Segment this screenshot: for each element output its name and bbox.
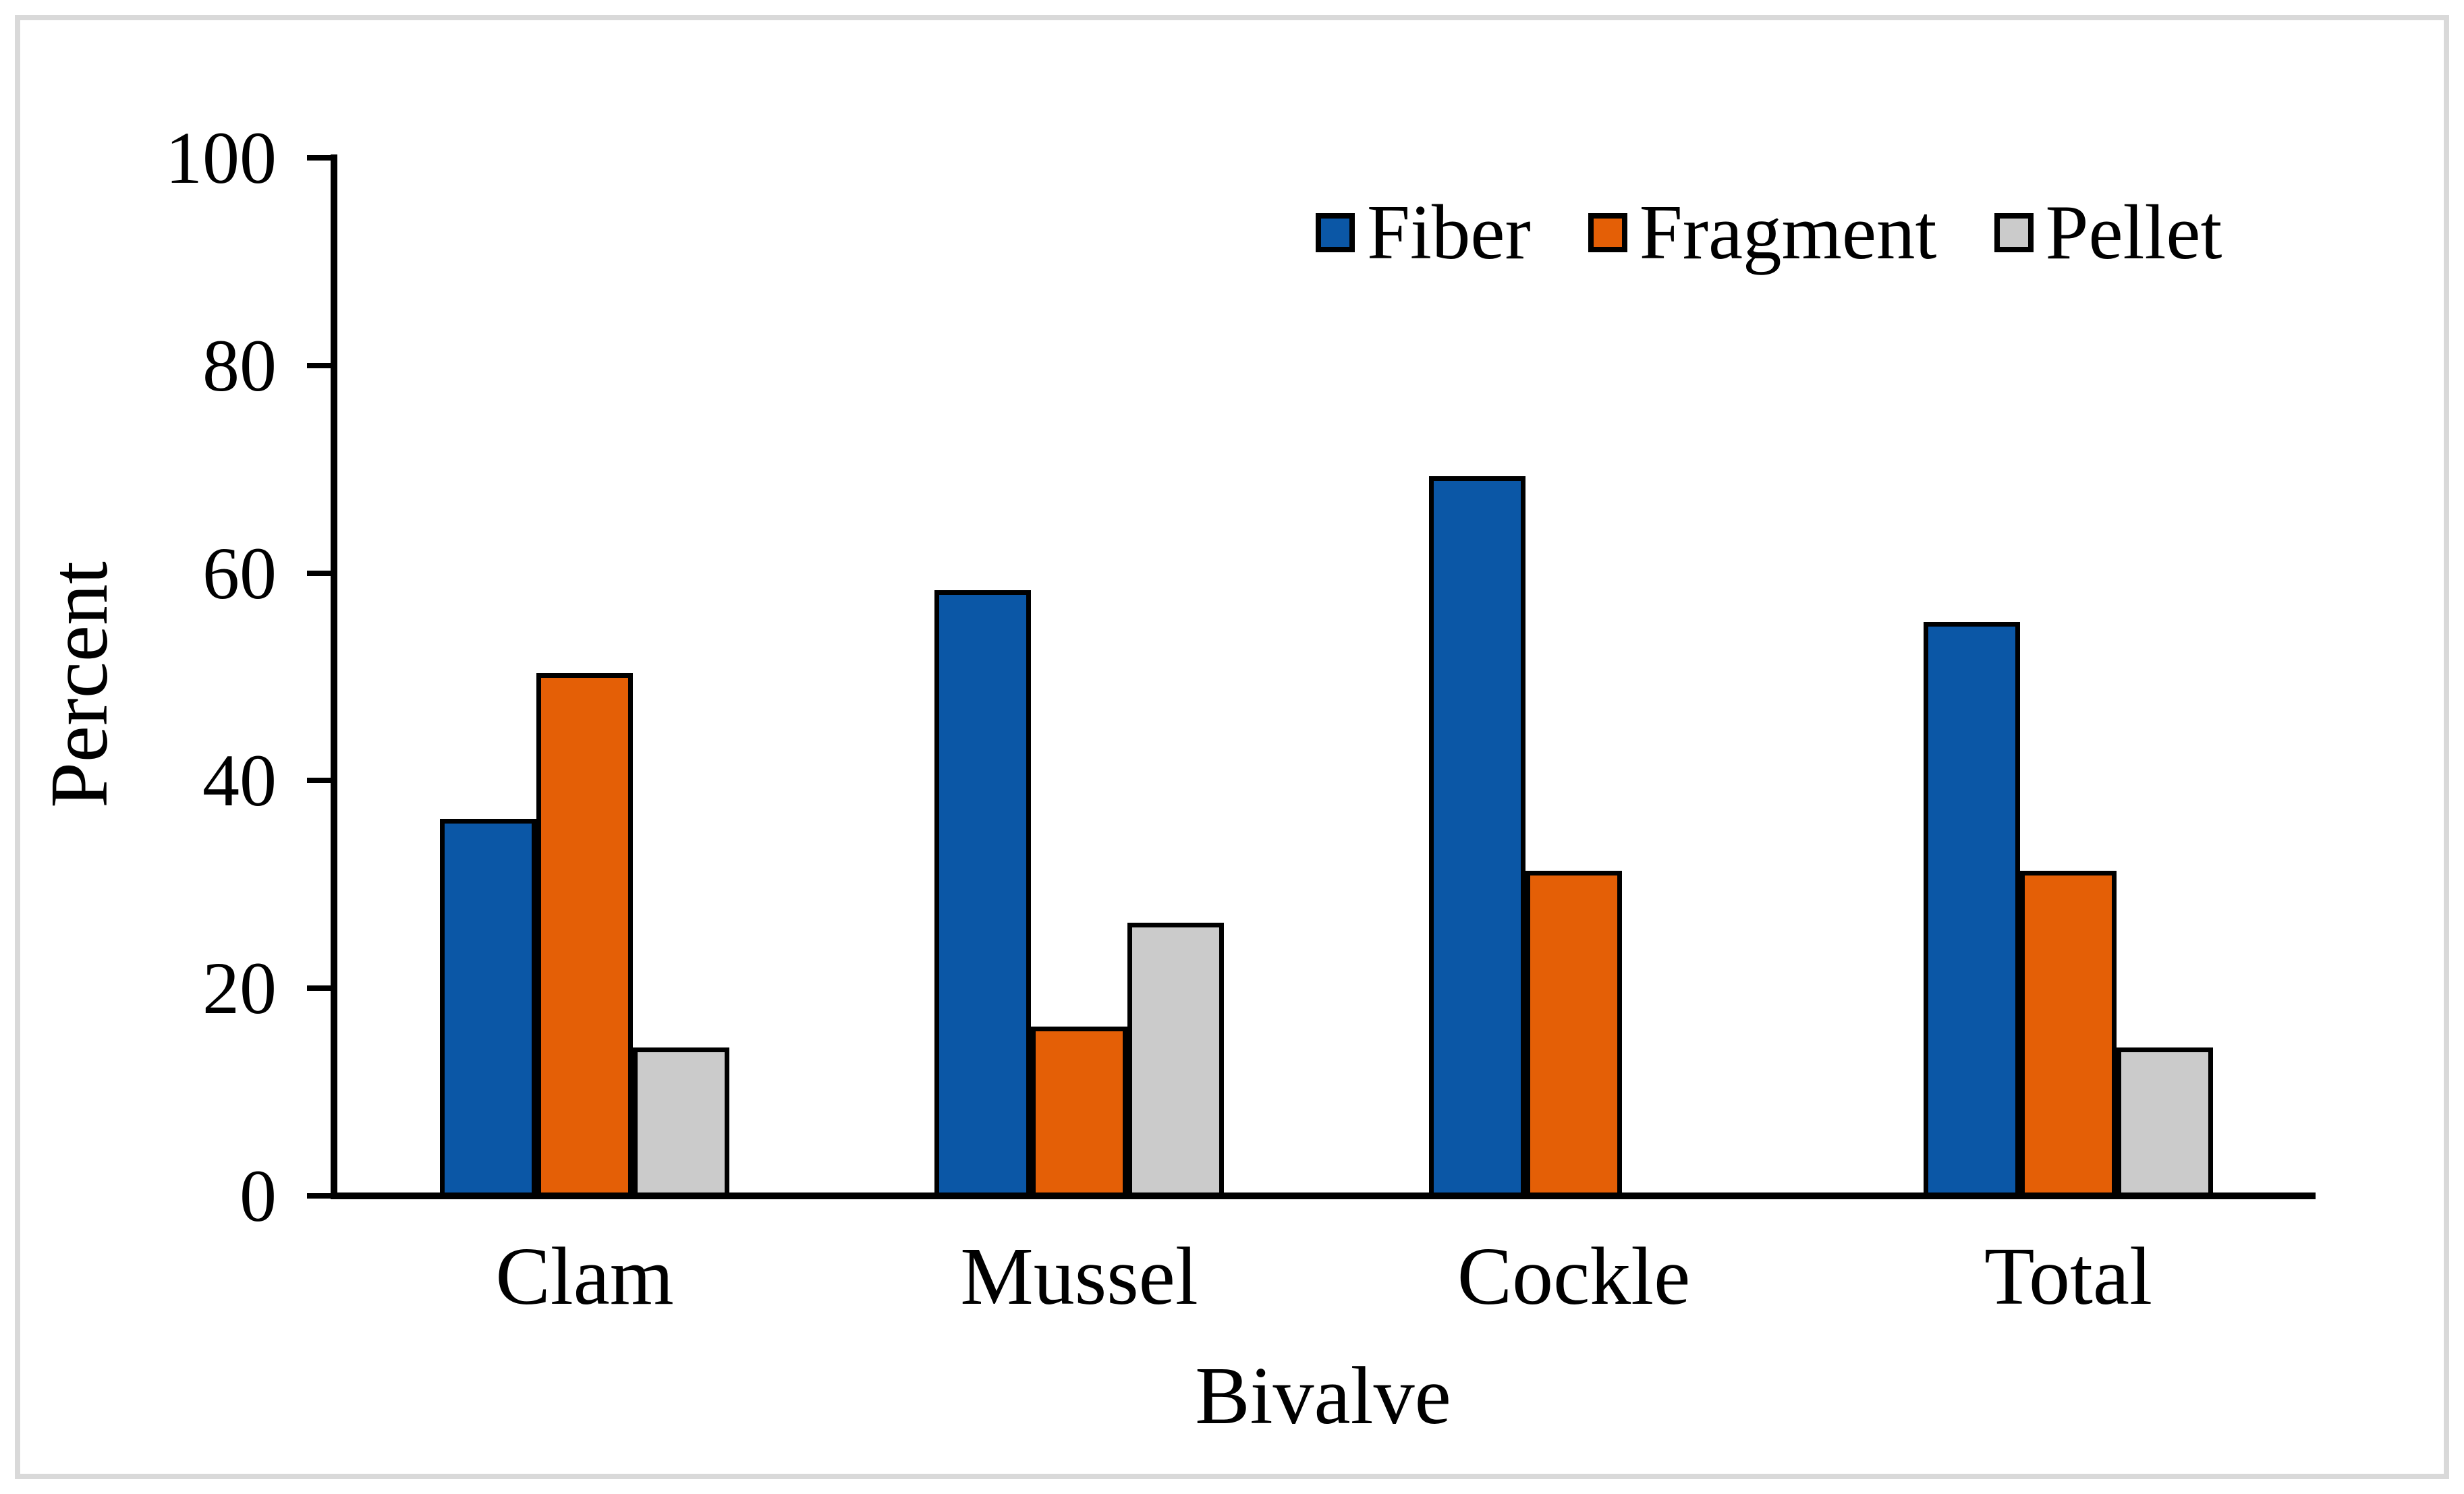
legend-label-fragment: Fragment (1639, 190, 1937, 275)
y-tick-label-20: 20 (202, 947, 277, 1030)
x-category-label-total: Total (1984, 1231, 2152, 1322)
legend-item-fiber: Fiber (1316, 192, 1531, 273)
y-tick-mark-80 (307, 362, 331, 368)
y-tick-label-80: 80 (202, 324, 277, 407)
bar-fragment-cockle (1525, 871, 1622, 1193)
x-category-label-cockle: Cockle (1457, 1231, 1691, 1322)
bar-fiber-total (1924, 622, 2020, 1193)
bar-fragment-clam (536, 673, 633, 1193)
bar-fiber-clam (440, 819, 536, 1193)
bar-pellet-total (2117, 1047, 2213, 1193)
y-tick-mark-60 (307, 570, 331, 576)
y-tick-label-0: 0 (240, 1155, 277, 1237)
y-tick-label-100: 100 (165, 117, 277, 199)
y-tick-mark-40 (307, 778, 331, 784)
y-tick-mark-0 (307, 1193, 331, 1199)
x-axis-line (331, 1193, 2316, 1199)
x-axis-category-labels: Clam Mussel Cockle Total (337, 1233, 2316, 1321)
y-tick-label-40: 40 (202, 739, 277, 822)
x-axis-title: Bivalve (1195, 1350, 1451, 1441)
bar-pellet-mussel (1127, 923, 1224, 1193)
bar-group-mussel (832, 154, 1326, 1193)
legend: Fiber Fragment Pellet (1316, 192, 2222, 273)
x-category-label-clam: Clam (495, 1231, 674, 1322)
legend-swatch-pellet (1994, 213, 2034, 252)
y-tick-label-60: 60 (202, 531, 277, 614)
legend-label-fiber: Fiber (1367, 190, 1531, 275)
y-axis-line (331, 154, 337, 1199)
bar-pellet-clam (633, 1047, 729, 1193)
y-tick-mark-100 (307, 155, 331, 161)
legend-swatch-fragment (1588, 213, 1627, 252)
legend-label-pellet: Pellet (2045, 190, 2222, 275)
legend-item-pellet: Pellet (1994, 192, 2222, 273)
legend-swatch-fiber (1316, 213, 1355, 252)
y-tick-mark-20 (307, 985, 331, 992)
bar-fiber-mussel (934, 590, 1031, 1193)
chart-frame (15, 15, 2449, 1479)
x-category-label-mussel: Mussel (960, 1231, 1198, 1322)
bar-fragment-total (2020, 871, 2117, 1193)
legend-item-fragment: Fragment (1588, 192, 1937, 273)
bar-group-cockle (1326, 154, 1821, 1193)
bar-fiber-cockle (1429, 476, 1525, 1193)
bar-group-clam (337, 154, 832, 1193)
bar-group-total (1821, 154, 2316, 1193)
plot-area (337, 154, 2316, 1193)
bar-fragment-mussel (1031, 1027, 1127, 1193)
